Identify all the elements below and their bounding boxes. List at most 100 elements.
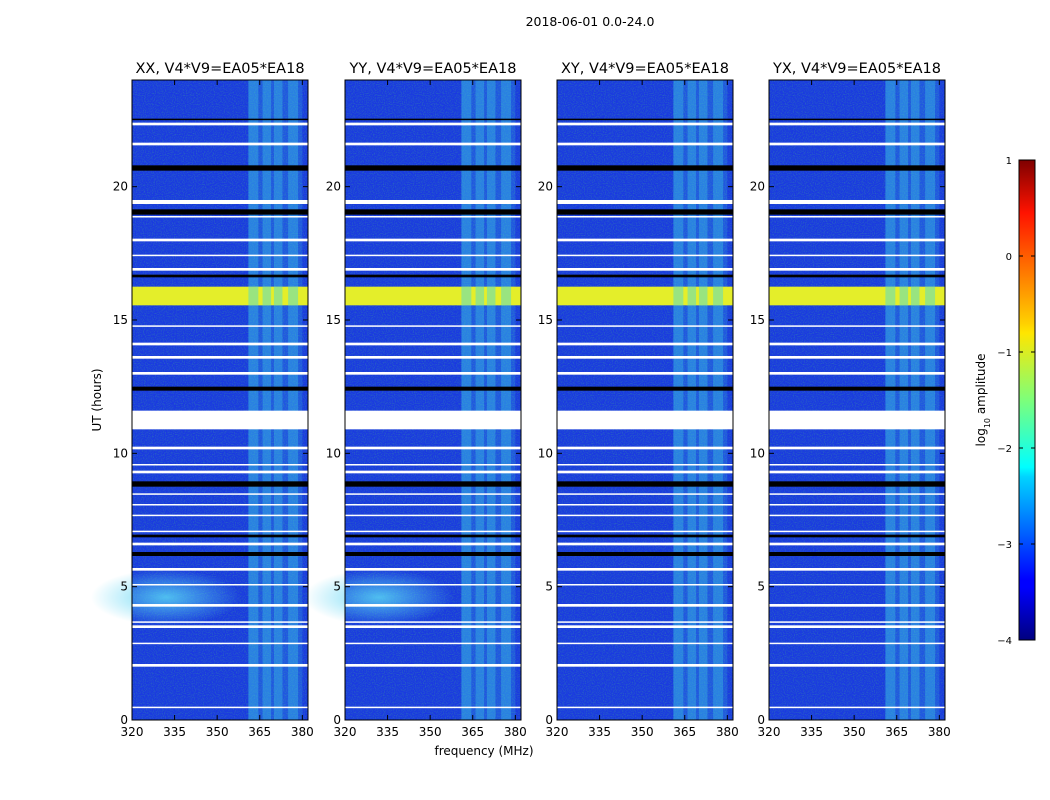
panel-yy-flagged-band-24 <box>345 238 521 242</box>
panel-xx-dark-band-5 <box>132 274 308 278</box>
panel-xy-rfi-band <box>673 80 728 720</box>
panel-xx-flagged-band-26 <box>132 200 308 204</box>
panel-yy-xtick-label-350: 350 <box>419 725 442 739</box>
y-axis-label: UT (hours) <box>90 368 104 431</box>
panel-yx-flagged-band-17 <box>769 446 945 450</box>
panel-yx-dark-band-5 <box>769 274 945 278</box>
panel-xx-xtick-label-350: 350 <box>206 725 229 739</box>
panel-xx-dark-band-4 <box>132 386 308 391</box>
panel-yx-dark-band-8 <box>769 118 945 121</box>
panel-yx-frame <box>768 79 946 721</box>
colorbar-label: log10 amplitude <box>974 354 992 447</box>
panel-xy-rfi-column-2 <box>687 80 697 720</box>
panel-yx-ytick-label-10: 10 <box>750 446 765 460</box>
panel-xy-flagged-band-24 <box>557 238 733 242</box>
panel-xy-rfi-column-1 <box>673 80 684 720</box>
panel-xy-flagged-band-11 <box>557 530 733 533</box>
colorbar-tick-label-4: 0 <box>1006 252 1012 263</box>
panel-xx-flagged-band-6 <box>132 621 308 623</box>
panel-yy-strong-rfi-column-2 <box>475 286 485 306</box>
panel-xy-flagged-band-14 <box>557 493 733 495</box>
panel-yx-flagged-band-27 <box>769 142 945 146</box>
panel-xy-noise <box>557 80 733 720</box>
panel-xx-ytick-label-15: 15 <box>113 313 128 327</box>
panel-yy-dark-band-4 <box>345 386 521 391</box>
panel-xy-flagged-band-3 <box>557 664 733 667</box>
panel-xx-xtick-label-320: 320 <box>121 725 144 739</box>
panel-xy-strong-rfi-column-1 <box>673 286 684 306</box>
panel-yy-ytick-label-15: 15 <box>326 313 341 327</box>
panel-xx-strong-rfi-column-3 <box>273 286 283 306</box>
panel-yx: YX, V4*V9=EA05*EA18 320 335 350 365 380 0 5 10 15… <box>750 61 951 739</box>
panel-xx-flagged-band-10 <box>132 542 308 546</box>
panel-yy-flagged-band-23 <box>345 254 521 257</box>
panel-yx-flagged-band-14 <box>769 493 945 495</box>
panel-yy-rfi-column-1 <box>461 80 472 720</box>
colorbar-tick-label-2: −2 <box>997 444 1012 455</box>
panel-xy-flagged-band-15 <box>557 470 733 474</box>
panel-yx-strong-rfi-column-1 <box>885 286 896 306</box>
panel-yx-rfi-column-4 <box>925 80 936 720</box>
panel-xy-dark-band-5 <box>557 274 733 278</box>
panel-yy-flagged-band-28 <box>345 122 521 126</box>
panel-yx-rfi-band <box>885 80 940 720</box>
panel-yx-flagged-band-15 <box>769 470 945 474</box>
panel-yx-flagged-band-4 <box>769 642 945 645</box>
panel-xx-flagged-band-27 <box>132 142 308 146</box>
panel-yy-rfi-column-3 <box>486 80 496 720</box>
panel-xx-flagged-band-12 <box>132 514 308 517</box>
colorbar-tick-label-3: −1 <box>997 348 1012 359</box>
panel-yy-flagged-band-10 <box>345 542 521 546</box>
panel-yx-noise <box>769 80 945 720</box>
panel-xx-ytick-label-10: 10 <box>113 446 128 460</box>
panel-yx-flagged-band-20 <box>769 342 945 346</box>
panel-yx-flagged-band-7 <box>769 604 945 607</box>
colorbar: −4 −3 −2 −1 0 1 log10 amplitude <box>974 156 1036 647</box>
panel-xx-flagged-band-5 <box>132 625 308 628</box>
panel-yy-xtick-label-320: 320 <box>334 725 357 739</box>
panel-xx-dark-band-3 <box>132 481 308 487</box>
panel-yx-flagged-band-26 <box>769 200 945 204</box>
panel-xy-ytick-label-5: 5 <box>545 580 553 594</box>
panel-xy-xtick-label-350: 350 <box>631 725 654 739</box>
panel-yx-flagged-band-24 <box>769 238 945 242</box>
panel-yy-ytick-label-20: 20 <box>326 180 341 194</box>
panel-xy-flagged-band-26 <box>557 200 733 204</box>
panel-xx-flagged-band-4 <box>132 642 308 645</box>
panel-yy-title: YY, V4*V9=EA05*EA18 <box>349 61 517 77</box>
panel-yy-flagged-band-25 <box>345 216 521 218</box>
panel-yx-xtick-label-350: 350 <box>843 725 866 739</box>
panel-yy-flagged-band-8 <box>345 584 521 586</box>
panel-xx-flagged-band-18 <box>132 372 308 375</box>
panel-xx-ytick-label-0: 0 <box>120 713 128 727</box>
panel-xy-dark-band-4 <box>557 386 733 391</box>
panel-xy-flagged-band-12 <box>557 514 733 517</box>
panel-xx-flagged-band-23 <box>132 254 308 257</box>
panel-yx-flagged-band-19 <box>769 356 945 359</box>
panel-xy-flagged-band-6 <box>557 621 733 623</box>
panel-yy-xtick-label-365: 365 <box>461 725 484 739</box>
panel-xy-flagged-band-9 <box>557 568 733 571</box>
panel-xx-frame <box>131 79 309 721</box>
panel-xx-dark-band-7 <box>132 165 308 171</box>
panel-xy-rfi-column-3 <box>698 80 708 720</box>
panel-yy-flagged-band-20 <box>345 342 521 346</box>
panel-yx-ytick-label-5: 5 <box>757 580 765 594</box>
panel-xy-flagged-band-13 <box>557 504 733 506</box>
panel-yy-dark-band-2 <box>345 534 521 538</box>
panel-xx-ytick-label-20: 20 <box>113 180 128 194</box>
panel-xy-dark-band-3 <box>557 481 733 487</box>
panel-xy-xtick-label-335: 335 <box>588 725 611 739</box>
panel-yx-flagged-band-13 <box>769 504 945 506</box>
panel-xy-flagged-band-4 <box>557 642 733 645</box>
panel-yy-dark-band-8 <box>345 118 521 121</box>
panel-yx-strong-rfi-band <box>769 286 945 306</box>
panel-yx-flagged-band-5 <box>769 625 945 628</box>
panel-yy-xtick-label-380: 380 <box>504 725 527 739</box>
panel-xy-rfi-column-4 <box>713 80 724 720</box>
panel-yy-ytick-label-5: 5 <box>333 580 341 594</box>
panel-yy-flagged-band-17 <box>345 446 521 450</box>
panel-xx-lowband-glow <box>91 569 242 626</box>
panel-xy-flagged-band-23 <box>557 254 733 257</box>
panel-xy-strong-rfi-column-4 <box>713 286 724 306</box>
